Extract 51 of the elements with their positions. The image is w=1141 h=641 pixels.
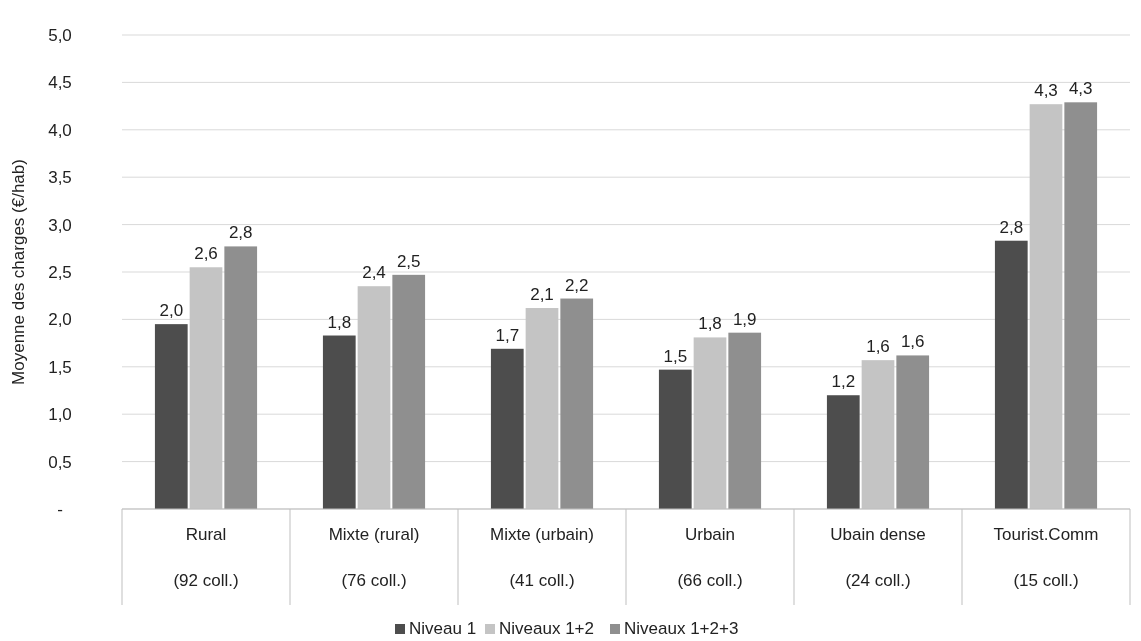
y-tick-label: 1,0 [48,405,72,425]
data-label: 2,1 [530,285,554,305]
category-label: Mixte (urbain) (41 coll.) [490,525,594,590]
y-tick-label: 4,0 [48,120,72,140]
category-label: Urbain (66 coll.) [677,525,743,590]
category-label: Mixte (rural) (76 coll.) [328,525,420,590]
bar [896,355,930,509]
data-label: 2,0 [159,301,184,321]
y-tick-label: 4,5 [48,73,72,93]
data-label: 2,5 [396,251,421,271]
bar [994,240,1028,509]
y-tick-label: 3,0 [48,215,72,235]
data-label: 1,2 [831,372,856,392]
bar [490,348,524,509]
bar [224,246,258,509]
data-label: 2,8 [999,217,1024,237]
bar [826,395,860,509]
data-label: 4,3 [1034,81,1058,101]
data-label: 1,7 [495,325,520,345]
y-axis-title: Moyenne des charges (€/hab) [9,159,28,385]
y-tick-label: 0,5 [48,452,72,472]
legend-label: Niveaux 1+2+3 [624,619,739,638]
data-label: 1,6 [866,337,890,357]
data-label: 1,9 [732,309,757,329]
data-label: 2,8 [228,223,253,243]
bar [392,274,426,509]
data-label: 2,2 [564,275,589,295]
data-label: 2,6 [194,244,218,264]
bar [154,324,188,509]
y-tick-label: 2,5 [48,263,72,282]
y-tick-label: 2,0 [48,310,72,330]
legend-label: Niveaux 1+2 [499,619,594,638]
category-label: Rural (92 coll.) [173,525,239,590]
data-label: 2,4 [362,263,386,283]
category-label: Ubain dense (24 coll.) [830,525,926,590]
data-label: 4,3 [1068,79,1093,99]
y-tick-label: 3,5 [48,168,72,188]
bar [1064,102,1098,509]
y-tick-label: - [57,500,63,519]
data-label: 1,8 [327,312,352,332]
y-tick-label: 5,0 [48,26,72,45]
bar [728,332,762,509]
bar [322,335,356,509]
bar [658,369,692,509]
data-label: 1,5 [663,346,688,366]
legend-label: Niveau 1 [409,619,477,638]
category-label: Tourist.Comm (15 coll.) [993,525,1099,590]
bar [560,298,594,509]
y-tick-label: 1,5 [48,357,72,377]
data-label: 1,6 [900,332,925,352]
data-label: 1,8 [698,314,722,334]
